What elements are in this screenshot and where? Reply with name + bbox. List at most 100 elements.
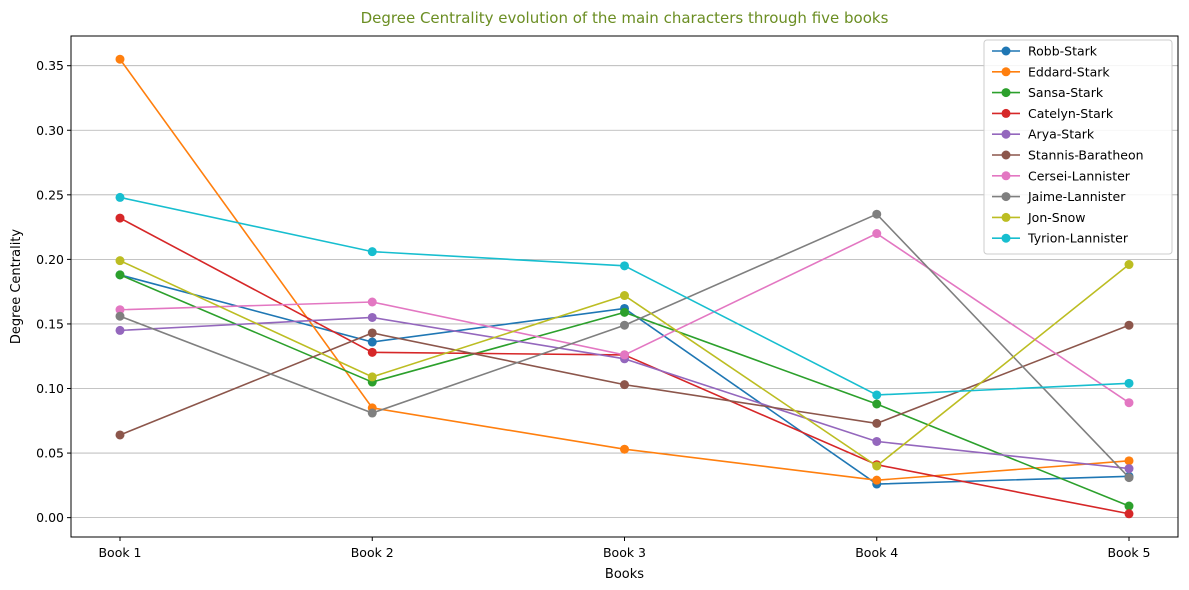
legend-marker	[1001, 192, 1011, 202]
data-point-sansa-stark	[1124, 501, 1134, 511]
series-eddard-stark	[115, 54, 1134, 485]
data-point-stannis-baratheon	[872, 418, 882, 428]
data-point-jon-snow	[1124, 260, 1134, 270]
data-point-jaime-lannister	[620, 320, 629, 330]
data-point-stannis-baratheon	[620, 380, 629, 390]
x-tick-label: Book 2	[351, 545, 394, 560]
y-axis-label: Degree Centrality	[9, 229, 24, 344]
data-point-jaime-lannister	[1124, 473, 1134, 483]
data-point-arya-stark	[872, 436, 882, 446]
legend-marker	[1001, 67, 1011, 77]
y-tick-label: 0.35	[36, 58, 64, 73]
legend-label: Robb-Stark	[1028, 44, 1098, 59]
data-point-sansa-stark	[115, 270, 125, 280]
y-tick-label: 0.30	[36, 123, 64, 138]
data-point-tyrion-lannister	[1124, 378, 1134, 388]
y-tick-label: 0.05	[36, 446, 64, 461]
legend-marker	[1001, 171, 1011, 181]
legend-label: Arya-Stark	[1028, 127, 1095, 142]
legend-marker	[1001, 129, 1011, 139]
data-point-tyrion-lannister	[620, 261, 629, 271]
legend-item-stannis-baratheon: Stannis-Baratheon	[992, 148, 1144, 163]
legend-item-jaime-lannister: Jaime-Lannister	[992, 189, 1126, 204]
x-tick-label: Book 5	[1107, 545, 1150, 560]
series-jaime-lannister	[115, 209, 1134, 483]
x-axis-label: Books	[605, 567, 644, 582]
series-jon-snow	[115, 256, 1134, 471]
data-point-jon-snow	[872, 461, 882, 471]
data-point-jon-snow	[115, 256, 125, 266]
legend-marker	[1001, 88, 1011, 98]
legend-marker	[1001, 150, 1011, 160]
series-line-jaime-lannister	[119, 213, 1130, 479]
data-point-catelyn-stark	[367, 347, 377, 357]
series-group	[115, 54, 1134, 519]
data-point-cersei-lannister	[872, 229, 882, 239]
legend-item-jon-snow: Jon-Snow	[992, 210, 1086, 225]
x-tick-label: Book 4	[855, 545, 898, 560]
data-point-tyrion-lannister	[367, 247, 377, 257]
data-point-robb-stark	[367, 337, 377, 347]
data-point-eddard-stark	[620, 444, 629, 454]
legend-marker	[1001, 108, 1011, 118]
data-point-jaime-lannister	[872, 209, 882, 219]
legend-item-eddard-stark: Eddard-Stark	[992, 64, 1110, 79]
data-point-stannis-baratheon	[1124, 320, 1134, 330]
legend-item-cersei-lannister: Cersei-Lannister	[992, 168, 1131, 183]
y-tick-label: 0.10	[36, 381, 64, 396]
legend-label: Cersei-Lannister	[1028, 168, 1131, 183]
data-point-sansa-stark	[620, 307, 629, 317]
data-point-eddard-stark	[872, 475, 882, 485]
x-axis-ticks: Book 1 Book 2 Book 3 Book 4 Book 5	[98, 537, 1151, 560]
series-line-stannis-baratheon	[119, 324, 1130, 436]
legend-label: Jaime-Lannister	[1027, 189, 1126, 204]
legend-label: Eddard-Stark	[1028, 64, 1110, 79]
data-point-arya-stark	[1124, 464, 1134, 474]
data-point-jon-snow	[367, 372, 377, 382]
data-point-arya-stark	[367, 312, 377, 322]
legend: Robb-Stark Eddard-Stark Sansa-Stark Catelyn…	[983, 39, 1173, 255]
x-tick-label: Book 1	[98, 545, 141, 560]
data-point-cersei-lannister	[367, 297, 377, 307]
series-tyrion-lannister	[115, 192, 1134, 400]
legend-item-robb-stark: Robb-Stark	[992, 44, 1098, 59]
legend-marker	[1001, 212, 1011, 222]
legend-label: Jon-Snow	[1027, 210, 1086, 225]
data-point-sansa-stark	[872, 399, 882, 409]
legend-box	[983, 39, 1173, 255]
y-tick-label: 0.00	[36, 510, 64, 525]
data-point-eddard-stark	[1124, 456, 1134, 466]
data-point-stannis-baratheon	[367, 328, 377, 338]
legend-label: Tyrion-Lannister	[1027, 231, 1129, 246]
legend-item-arya-stark: Arya-Stark	[992, 127, 1095, 142]
data-point-catelyn-stark	[1124, 509, 1134, 519]
legend-item-tyrion-lannister: Tyrion-Lannister	[992, 231, 1129, 246]
data-point-jaime-lannister	[115, 311, 125, 321]
legend-label: Catelyn-Stark	[1028, 106, 1114, 121]
data-point-jaime-lannister	[367, 408, 377, 418]
y-axis-ticks: 0.00 0.05 0.10 0.15 0.20 0.25 0.30 0.35	[36, 58, 71, 525]
data-point-eddard-stark	[115, 54, 125, 64]
y-tick-label: 0.25	[36, 187, 64, 202]
chart-title: Degree Centrality evolution of the main …	[361, 9, 889, 27]
legend-item-catelyn-stark: Catelyn-Stark	[992, 106, 1114, 121]
data-point-cersei-lannister	[115, 305, 125, 315]
data-point-cersei-lannister	[1124, 398, 1134, 408]
series-cersei-lannister	[115, 229, 1134, 408]
x-tick-label: Book 3	[603, 545, 646, 560]
data-point-tyrion-lannister	[872, 390, 882, 400]
data-point-catelyn-stark	[115, 213, 125, 223]
data-point-stannis-baratheon	[115, 430, 125, 440]
data-point-jon-snow	[620, 291, 629, 301]
data-point-cersei-lannister	[620, 350, 629, 360]
data-point-arya-stark	[115, 325, 125, 335]
legend-marker	[1001, 46, 1011, 56]
series-line-cersei-lannister	[119, 232, 1130, 404]
y-tick-label: 0.20	[36, 252, 64, 267]
legend-label: Sansa-Stark	[1028, 85, 1104, 100]
data-point-tyrion-lannister	[115, 192, 125, 202]
legend-marker	[1001, 233, 1011, 243]
y-tick-label: 0.15	[36, 316, 64, 331]
